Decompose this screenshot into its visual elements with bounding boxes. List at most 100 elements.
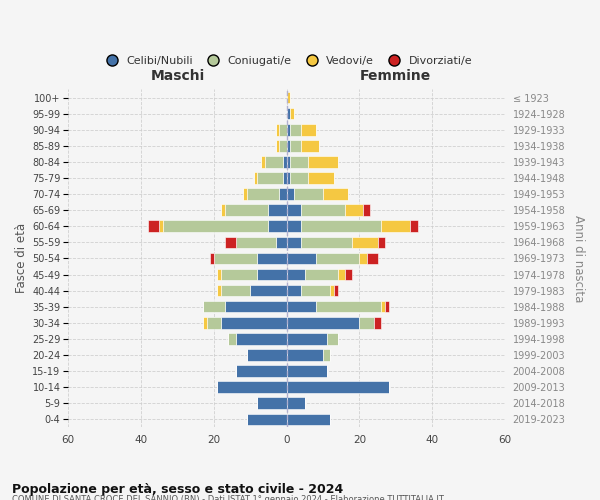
Bar: [203, 301, 225, 312]
Bar: [385, 301, 389, 312]
Y-axis label: Anni di nascita: Anni di nascita: [572, 214, 585, 302]
Bar: [374, 317, 381, 328]
Bar: [280, 188, 287, 200]
Bar: [159, 220, 163, 232]
Bar: [217, 382, 287, 393]
Bar: [301, 285, 330, 296]
Bar: [410, 220, 418, 232]
Bar: [287, 92, 290, 104]
Bar: [323, 349, 330, 361]
Bar: [359, 252, 367, 264]
Bar: [265, 156, 283, 168]
Bar: [225, 236, 236, 248]
Y-axis label: Fasce di età: Fasce di età: [15, 224, 28, 294]
Bar: [287, 156, 290, 168]
Bar: [268, 220, 287, 232]
Bar: [301, 204, 345, 216]
Bar: [257, 172, 283, 184]
Bar: [247, 349, 287, 361]
Bar: [247, 188, 280, 200]
Bar: [275, 124, 280, 136]
Bar: [294, 188, 323, 200]
Bar: [287, 220, 301, 232]
Bar: [257, 252, 287, 264]
Bar: [221, 285, 250, 296]
Bar: [283, 172, 287, 184]
Bar: [287, 172, 290, 184]
Legend: Celibi/Nubili, Coniugati/e, Vedovi/e, Divorziati/e: Celibi/Nubili, Coniugati/e, Vedovi/e, Di…: [97, 51, 476, 70]
Bar: [236, 333, 287, 344]
Bar: [247, 414, 287, 425]
Bar: [280, 140, 287, 151]
Bar: [236, 366, 287, 377]
Bar: [287, 349, 323, 361]
Text: Maschi: Maschi: [150, 68, 205, 82]
Bar: [287, 236, 301, 248]
Bar: [326, 333, 338, 344]
Bar: [287, 285, 301, 296]
Text: COMUNE DI SANTA CROCE DEL SANNIO (BN) - Dati ISTAT 1° gennaio 2024 - Elaborazion: COMUNE DI SANTA CROCE DEL SANNIO (BN) - …: [12, 495, 444, 500]
Bar: [287, 204, 301, 216]
Text: Femmine: Femmine: [360, 68, 431, 82]
Bar: [287, 333, 326, 344]
Bar: [301, 124, 316, 136]
Bar: [290, 140, 301, 151]
Bar: [330, 285, 334, 296]
Bar: [323, 188, 349, 200]
Bar: [301, 220, 381, 232]
Bar: [345, 268, 352, 280]
Bar: [316, 252, 359, 264]
Bar: [261, 156, 265, 168]
Bar: [290, 124, 301, 136]
Bar: [243, 188, 247, 200]
Bar: [316, 301, 381, 312]
Bar: [381, 220, 410, 232]
Bar: [301, 236, 352, 248]
Bar: [287, 124, 290, 136]
Bar: [217, 285, 221, 296]
Bar: [305, 268, 338, 280]
Bar: [290, 156, 308, 168]
Bar: [308, 156, 338, 168]
Bar: [221, 204, 225, 216]
Bar: [210, 252, 214, 264]
Bar: [275, 236, 287, 248]
Bar: [287, 382, 389, 393]
Bar: [236, 236, 275, 248]
Bar: [352, 236, 377, 248]
Bar: [257, 268, 287, 280]
Bar: [287, 140, 290, 151]
Bar: [290, 172, 308, 184]
Bar: [225, 204, 268, 216]
Bar: [287, 366, 326, 377]
Bar: [287, 268, 305, 280]
Bar: [363, 204, 370, 216]
Bar: [163, 220, 268, 232]
Bar: [254, 172, 257, 184]
Bar: [214, 252, 257, 264]
Bar: [203, 317, 206, 328]
Bar: [148, 220, 159, 232]
Bar: [381, 301, 385, 312]
Bar: [290, 108, 294, 120]
Bar: [275, 140, 280, 151]
Bar: [345, 204, 363, 216]
Bar: [338, 268, 345, 280]
Bar: [287, 301, 316, 312]
Text: Popolazione per età, sesso e stato civile - 2024: Popolazione per età, sesso e stato civil…: [12, 482, 343, 496]
Bar: [287, 317, 359, 328]
Bar: [268, 204, 287, 216]
Bar: [287, 188, 294, 200]
Bar: [283, 156, 287, 168]
Bar: [287, 108, 290, 120]
Bar: [257, 398, 287, 409]
Bar: [221, 317, 287, 328]
Bar: [280, 124, 287, 136]
Bar: [287, 414, 330, 425]
Bar: [250, 285, 287, 296]
Bar: [359, 317, 374, 328]
Bar: [308, 172, 334, 184]
Bar: [367, 252, 377, 264]
Bar: [225, 301, 287, 312]
Bar: [287, 398, 305, 409]
